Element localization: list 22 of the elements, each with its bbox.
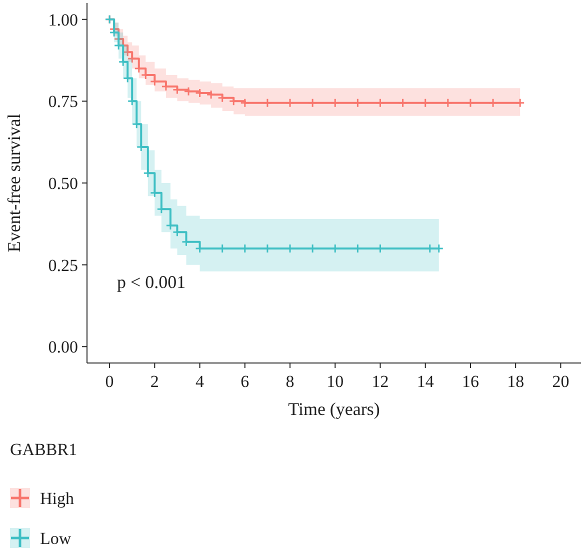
legend-label: High bbox=[40, 488, 74, 508]
y-tick-label: 0.50 bbox=[48, 174, 78, 193]
y-tick-label: 0.75 bbox=[48, 92, 78, 112]
x-tick-label: 16 bbox=[462, 372, 479, 391]
x-tick-label: 6 bbox=[240, 372, 250, 391]
x-tick-label: 0 bbox=[105, 372, 114, 391]
x-tick-label: 8 bbox=[286, 372, 294, 391]
legend-title: GABBR1 bbox=[10, 440, 78, 459]
x-tick-label: 10 bbox=[326, 372, 344, 391]
y-axis-title: Event-free survival bbox=[4, 114, 24, 252]
x-tick-label: 12 bbox=[372, 372, 389, 391]
x-axis-title: Time (years) bbox=[288, 399, 380, 419]
y-tick-label: 0.25 bbox=[48, 256, 78, 275]
x-tick-label: 20 bbox=[552, 372, 570, 391]
annotation: p < 0.001 bbox=[117, 272, 186, 292]
x-tick-label: 18 bbox=[507, 372, 524, 391]
x-tick-label: 2 bbox=[150, 372, 159, 391]
legend-label: Low bbox=[40, 528, 72, 548]
y-tick-label: 0.00 bbox=[48, 338, 78, 357]
x-tick-label: 14 bbox=[416, 372, 434, 391]
x-tick-label: 4 bbox=[196, 372, 205, 391]
y-tick-label: 1.00 bbox=[48, 10, 78, 30]
